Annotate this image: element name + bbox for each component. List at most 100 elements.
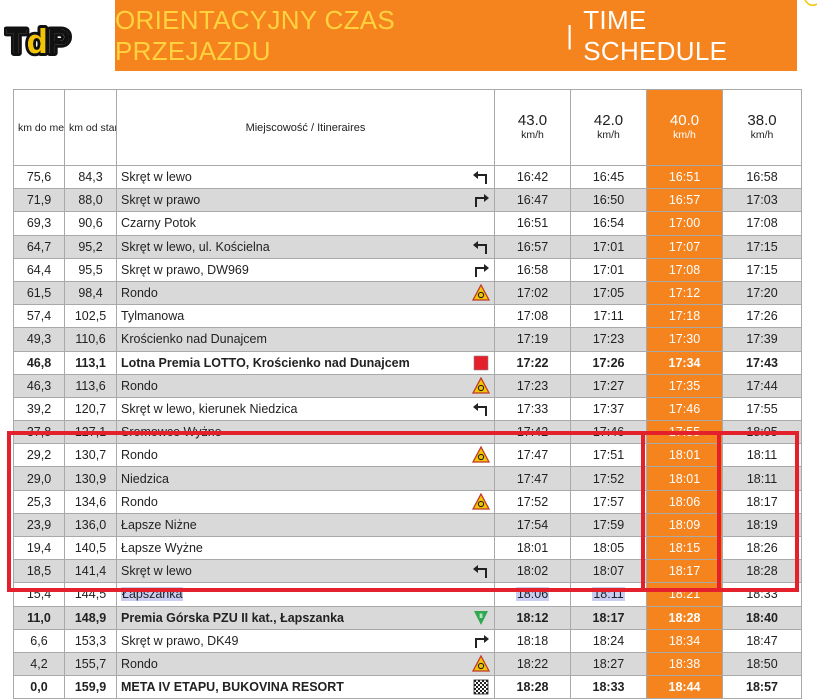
time-value: 17:08 — [668, 262, 701, 277]
km-to-go-cell: 15,4 — [13, 582, 65, 607]
time-40kmh-cell: 17:12 — [646, 280, 723, 306]
km-to-go-cell: 64,7 — [13, 234, 65, 259]
header-speed-42: 42.0 km/h — [570, 89, 647, 166]
km-from-start-cell: 120,7 — [64, 396, 117, 422]
time-40kmh-cell: 17:18 — [646, 304, 723, 329]
time-value: 18:17 — [746, 494, 778, 509]
header-km-to-go: km do mety to go — [13, 89, 65, 166]
time-40kmh-cell: 17:08 — [646, 257, 723, 282]
time-38kmh-cell: 18:40 — [722, 605, 802, 630]
km-from-start-cell: 140,5 — [64, 535, 117, 561]
time-value: 16:45 — [592, 170, 625, 185]
time-value: 17:20 — [746, 286, 778, 301]
time-40kmh-cell: 18:21 — [646, 582, 723, 607]
time-38kmh-cell: 17:44 — [722, 373, 802, 398]
time-value: 18:28 — [668, 610, 701, 625]
time-42kmh-cell: 18:24 — [570, 628, 647, 653]
km-from-start-cell: 144,5 — [64, 582, 117, 607]
place-name: Rondo — [121, 448, 158, 463]
place-name: Sromowce Wyżne — [121, 425, 222, 440]
time-42kmh-cell: 17:57 — [570, 489, 647, 514]
time-38kmh-cell: 18:19 — [722, 512, 802, 538]
time-42kmh-cell: 17:52 — [570, 466, 647, 491]
time-43kmh-cell: 17:52 — [494, 489, 571, 514]
time-38kmh-cell: 18:28 — [722, 559, 802, 584]
table-row: 19,4 140,5 Łapsze Wyżne 18:01 18:05 18:15 18:2… — [13, 535, 802, 561]
time-value: 17:15 — [746, 262, 778, 277]
km-from-start-cell: 130,9 — [64, 466, 117, 491]
time-43kmh-cell: 18:12 — [494, 605, 571, 630]
time-40kmh-cell: 17:34 — [646, 350, 723, 375]
time-40kmh-cell: 18:09 — [646, 512, 723, 538]
place-name: Rondo — [121, 286, 158, 301]
time-value: 17:52 — [516, 494, 549, 509]
time-40kmh-cell: 16:57 — [646, 188, 723, 213]
place-name: Tylmanowa — [121, 309, 185, 324]
time-42kmh-cell: 18:11 — [570, 582, 647, 607]
time-43kmh-cell: 18:18 — [494, 628, 571, 653]
table-row: 18,5 141,4 Skręt w lewo 18:02 18:07 18:17 18:2… — [13, 559, 802, 584]
km-from-start-cell: 95,5 — [64, 257, 117, 282]
turn-left-icon — [472, 400, 490, 418]
table-row: 0,0 159,9 META IV ETAPU, BUKOVINA RESORT 18… — [13, 675, 802, 699]
turn-left-icon — [472, 168, 490, 186]
table-row: 57,4 102,5 Tylmanowa 17:08 17:11 17:18 17:26 — [13, 304, 802, 329]
time-43kmh-cell: 18:01 — [494, 535, 571, 561]
km-to-go-cell: 61,5 — [13, 280, 65, 306]
place-cell: Niedzica — [116, 466, 495, 491]
time-40kmh-cell: 17:46 — [646, 396, 723, 422]
time-value: 17:52 — [592, 471, 625, 486]
km-to-go-cell: 25,3 — [13, 489, 65, 514]
time-value: 18:09 — [668, 517, 701, 532]
time-value: 18:34 — [668, 633, 701, 648]
time-40kmh-cell: 18:15 — [646, 535, 723, 561]
table-row: 61,5 98,4 Rondo 17:02 17:05 17:12 17:20 — [13, 280, 802, 306]
time-40kmh-cell: 18:01 — [646, 466, 723, 491]
km-to-go-cell: 71,9 — [13, 188, 65, 213]
km-to-go-cell: 49,3 — [13, 327, 65, 352]
place-name: Skręt w prawo — [121, 193, 201, 208]
header-speed-40: 40.0 km/h — [646, 89, 723, 166]
place-cell: Skręt w prawo, DW969 — [116, 257, 495, 282]
place-name: Łapsze Wyżne — [121, 541, 203, 556]
time-value: 17:54 — [516, 517, 549, 532]
time-value: 18:06 — [668, 494, 701, 509]
time-value: 17:43 — [746, 355, 778, 370]
place-name: Skręt w prawo, DW969 — [121, 262, 249, 277]
time-43kmh-cell: 16:58 — [494, 257, 571, 282]
title-polish: ORIENTACYJNY CZAS PRZEJAZDU — [115, 4, 396, 66]
km-from-start-cell: 141,4 — [64, 559, 117, 584]
time-40kmh-cell: 17:07 — [646, 234, 723, 259]
corner-decoration — [804, 0, 817, 7]
time-38kmh-cell: 18:57 — [722, 675, 802, 699]
place-cell: Premia Górska PZU II kat., Łapszanka II — [116, 605, 495, 630]
time-value: 17:59 — [592, 517, 625, 532]
time-40kmh-cell: 17:00 — [646, 211, 723, 236]
time-value: 18:50 — [746, 657, 778, 672]
time-42kmh-cell: 17:26 — [570, 350, 647, 375]
place-name: Lotna Premia LOTTO, Krościenko nad Dunaj… — [121, 355, 410, 370]
roundabout-icon — [471, 492, 491, 511]
turn-right-icon — [472, 191, 490, 209]
time-43kmh-cell: 17:47 — [494, 466, 571, 491]
time-value: 18:11 — [746, 448, 778, 463]
time-value: 16:47 — [516, 193, 549, 208]
time-value: 18:01 — [668, 471, 701, 486]
km-to-go-cell: 23,9 — [13, 512, 65, 538]
turn-left-icon — [472, 562, 490, 580]
time-40kmh-cell: 18:17 — [646, 559, 723, 584]
time-value: 18:05 — [746, 425, 778, 440]
time-value: 18:12 — [516, 610, 549, 625]
time-43kmh-cell: 17:33 — [494, 396, 571, 422]
place-cell: Rondo — [116, 443, 495, 468]
time-38kmh-cell: 16:58 — [722, 164, 802, 190]
time-value: 17:46 — [668, 401, 701, 416]
km-from-start-cell: 113,1 — [64, 350, 117, 375]
km-from-start-cell: 127,1 — [64, 420, 117, 445]
place-name: Skręt w lewo — [121, 564, 192, 579]
time-43kmh-cell: 18:02 — [494, 559, 571, 584]
km-to-go-cell: 37,8 — [13, 420, 65, 445]
time-value: 17:37 — [592, 401, 625, 416]
time-value: 18:22 — [516, 657, 549, 672]
time-value: 17:11 — [593, 309, 624, 324]
